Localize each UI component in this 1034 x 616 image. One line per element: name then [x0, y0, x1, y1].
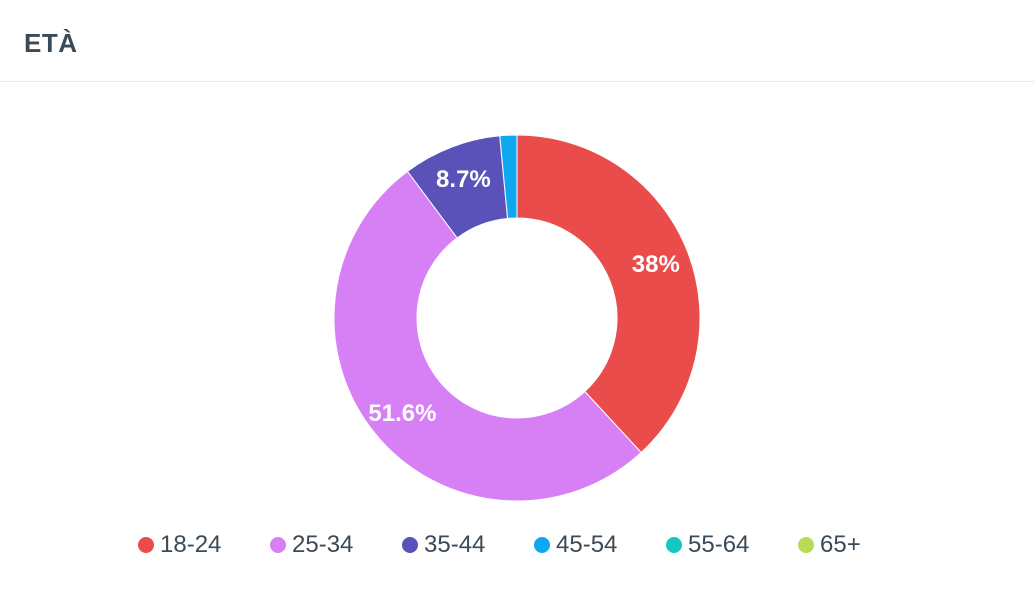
legend-label: 45-54: [556, 531, 618, 558]
slice-25-34[interactable]: [333, 170, 642, 502]
legend-dot-icon: [534, 537, 550, 553]
slice-45-54[interactable]: [499, 134, 518, 219]
legend-dot-icon: [138, 537, 154, 553]
legend-item-25-34[interactable]: 25-34: [270, 530, 353, 560]
data-label-35-44: 8.7%: [436, 166, 491, 193]
card-header: ETÀ: [0, 0, 1034, 82]
data-label-18-24: 38%: [632, 251, 680, 278]
legend-item-55-64[interactable]: 55-64: [666, 530, 749, 560]
data-label-25-34: 51.6%: [368, 400, 436, 427]
legend-item-65+[interactable]: 65+: [798, 530, 861, 560]
legend-label: 18-24: [160, 531, 222, 558]
slice-18-24[interactable]: [516, 134, 701, 454]
donut-chart: 38% 51.6% 8.7%: [333, 134, 701, 502]
chart-legend: 18-24 25-34 35-44 45-54 55-64 65+: [0, 530, 1034, 560]
legend-label: 55-64: [688, 531, 750, 558]
card-title: ETÀ: [24, 28, 78, 58]
legend-label: 35-44: [424, 531, 486, 558]
legend-item-35-44[interactable]: 35-44: [402, 530, 485, 560]
legend-item-45-54[interactable]: 45-54: [534, 530, 617, 560]
legend-dot-icon: [666, 537, 682, 553]
legend-label: 25-34: [292, 531, 354, 558]
legend-label: 65+: [820, 531, 861, 558]
legend-dot-icon: [270, 537, 286, 553]
legend-dot-icon: [402, 537, 418, 553]
legend-item-18-24[interactable]: 18-24: [138, 530, 221, 560]
legend-dot-icon: [798, 537, 814, 553]
